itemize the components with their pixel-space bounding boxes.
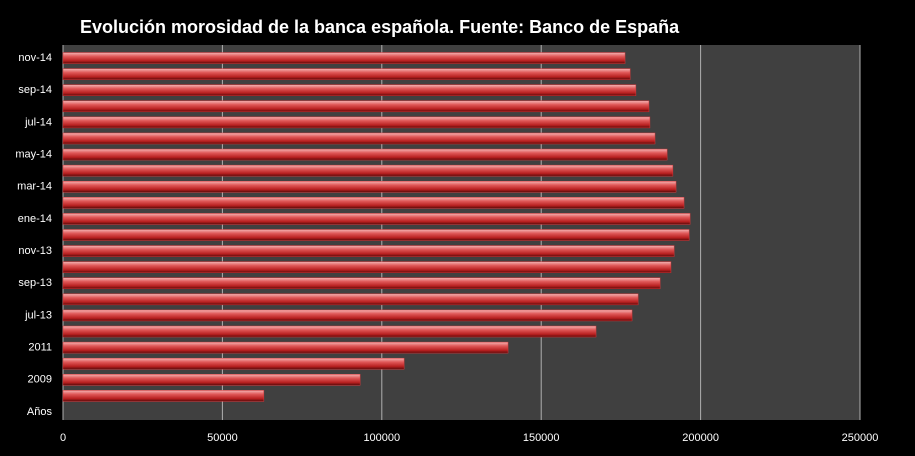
x-tick-label: 50000	[207, 432, 238, 444]
bar	[62, 84, 637, 96]
bar	[62, 116, 651, 129]
x-tick-label: 250000	[842, 432, 879, 444]
bar	[62, 68, 631, 80]
bar	[62, 325, 597, 338]
bar	[62, 309, 633, 322]
bar	[62, 52, 626, 64]
bar	[62, 390, 265, 402]
bar	[62, 245, 675, 257]
y-tick-label: sep-13	[18, 277, 52, 289]
y-tick-label: nov-14	[18, 52, 52, 64]
x-tick-label: 150000	[523, 432, 560, 444]
bar	[62, 229, 690, 241]
bar	[62, 100, 650, 113]
y-tick-label: Años	[27, 406, 53, 418]
y-tick-label: 2011	[28, 342, 52, 354]
y-tick-label: may-14	[15, 148, 52, 160]
y-tick-label: mar-14	[17, 181, 52, 193]
bar	[62, 277, 661, 290]
chart-title: Evolución morosidad de la banca española…	[80, 17, 680, 37]
bar	[62, 341, 509, 354]
y-tick-label: nov-13	[18, 245, 52, 257]
bar	[62, 180, 677, 193]
bar	[62, 164, 674, 177]
x-tick-label: 100000	[363, 432, 400, 444]
bar	[62, 261, 672, 273]
y-tick-label: ene-14	[18, 213, 52, 225]
bar	[62, 197, 685, 209]
bar	[62, 148, 668, 161]
bar	[62, 132, 656, 145]
y-tick-label: 2009	[28, 374, 52, 386]
bar	[62, 293, 639, 306]
x-tick-label: 0	[60, 432, 66, 444]
bar	[62, 213, 691, 225]
y-tick-label: jul-13	[24, 309, 52, 321]
y-tick-label: jul-14	[24, 116, 52, 128]
x-tick-label: 200000	[682, 432, 719, 444]
bar	[62, 357, 405, 370]
bar	[62, 374, 361, 386]
y-tick-label: sep-14	[18, 84, 52, 96]
